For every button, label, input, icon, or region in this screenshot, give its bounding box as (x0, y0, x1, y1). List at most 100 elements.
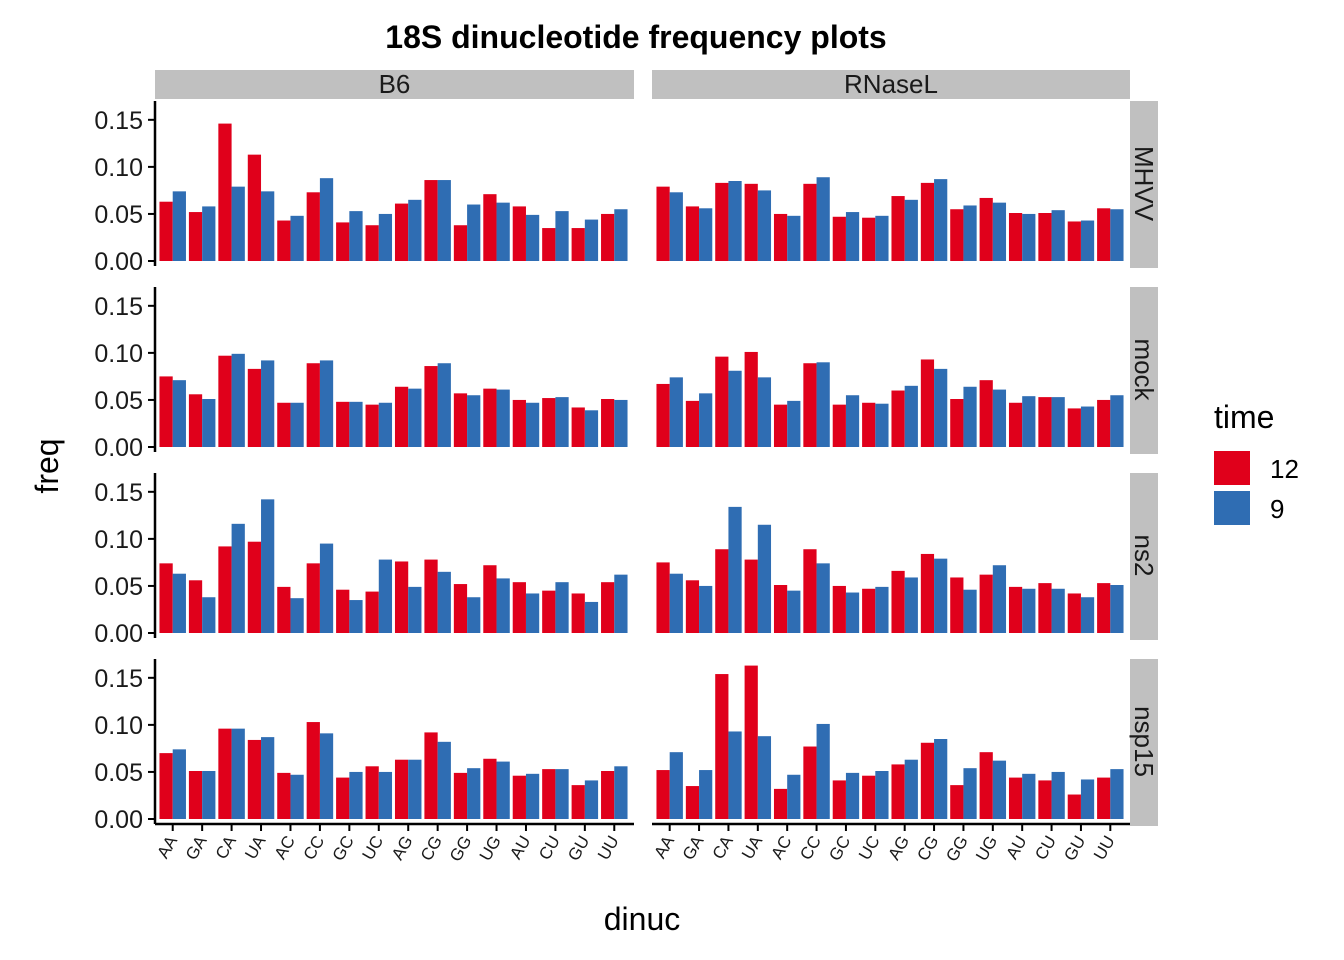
y-tick-label: 0.10 (94, 340, 143, 368)
bar-9-au (525, 214, 540, 261)
bar-9-uu (1110, 585, 1124, 633)
facet-strip-nsp15 (1130, 659, 1158, 826)
bar-12-aa (159, 376, 173, 447)
bar-9-gu (584, 780, 599, 819)
bar-12-ac (773, 585, 788, 633)
bar-9-aa (172, 380, 186, 447)
bar-9-cu (1051, 588, 1065, 633)
bar-9-ag (408, 199, 422, 261)
bar-9-ug (992, 389, 1007, 447)
bar-9-au (1022, 213, 1036, 261)
bar-9-cg (437, 741, 451, 819)
legend: time 12 9 (1214, 399, 1299, 525)
bar-9-cc (319, 733, 334, 819)
bar-9-uc (378, 771, 393, 819)
bar-9-gu (1080, 779, 1095, 819)
panel-rnasel-mock (656, 351, 1124, 447)
bar-9-ac (290, 215, 304, 261)
bar-9-ca (231, 523, 245, 633)
bar-12-ag (891, 196, 905, 261)
bar-12-au (1008, 402, 1023, 447)
bar-12-cu (542, 590, 556, 633)
bar-12-gg (453, 584, 468, 633)
bar-12-cg (920, 182, 935, 261)
y-tick-label: 0.05 (94, 573, 143, 601)
bar-12-ca (715, 182, 729, 261)
bar-12-ug (979, 380, 993, 447)
y-tick-label: 0.15 (94, 107, 143, 135)
bar-12-gc (336, 589, 350, 633)
bar-12-au (512, 399, 526, 447)
bar-9-au (525, 402, 540, 447)
bar-12-gg (950, 577, 964, 633)
panel-rnasel-ns2 (656, 506, 1124, 633)
bar-9-au (525, 593, 540, 633)
bar-12-aa (656, 186, 670, 261)
bar-12-cg (424, 559, 438, 633)
bar-12-au (1008, 213, 1023, 261)
bar-9-ag (408, 388, 422, 447)
bar-9-uc (378, 559, 393, 633)
bar-9-ua (757, 377, 772, 447)
bar-9-gu (1080, 220, 1095, 261)
y-tick-label: 0.00 (94, 434, 143, 462)
bar-12-ga (685, 786, 700, 819)
bar-12-uc (862, 775, 876, 819)
bar-9-gg (467, 395, 481, 447)
bar-9-uu (614, 766, 628, 819)
bar-12-cg (920, 359, 935, 447)
bar-9-uu (614, 209, 628, 261)
bar-12-ac (277, 586, 291, 633)
bar-12-gu (1067, 221, 1081, 261)
bar-12-ug (483, 194, 497, 261)
bar-9-uu (614, 574, 628, 633)
bar-12-ua (247, 541, 262, 633)
bar-12-aa (656, 770, 670, 819)
bar-12-uu (601, 213, 615, 261)
bar-9-uc (875, 771, 889, 819)
bar-12-aa (159, 201, 173, 261)
bar-12-gg (453, 772, 468, 819)
bar-9-ug (496, 761, 510, 819)
bar-12-ga (188, 212, 203, 261)
bar-12-ug (483, 758, 497, 819)
bar-12-cc (306, 192, 320, 261)
bar-12-gu (1067, 593, 1081, 633)
bar-12-gu (571, 407, 585, 447)
bar-12-gu (571, 228, 585, 261)
bar-12-cu (1038, 583, 1052, 633)
bar-9-ua (757, 736, 772, 819)
bar-9-ac (787, 215, 801, 261)
bar-12-ga (188, 580, 203, 633)
bar-12-uc (365, 404, 379, 447)
facet-strip-b6 (155, 70, 634, 99)
bar-9-ug (496, 389, 510, 447)
bar-12-ug (979, 197, 993, 261)
bar-12-cc (306, 363, 320, 447)
bar-9-gg (963, 589, 977, 633)
bar-9-ac (290, 402, 304, 447)
bar-9-cg (437, 363, 451, 447)
bar-9-aa (669, 377, 683, 447)
bar-9-ca (728, 181, 742, 261)
bar-12-ga (685, 580, 700, 633)
bar-12-uu (601, 771, 615, 819)
bar-12-gg (950, 399, 964, 447)
bar-9-ua (757, 524, 772, 633)
bar-9-cc (816, 362, 830, 447)
bar-9-aa (172, 573, 186, 633)
bar-9-uu (1110, 395, 1124, 447)
bar-9-ac (290, 774, 304, 819)
bar-12-uu (601, 399, 615, 447)
facet-strip-label-nsp15: nsp15 (1129, 706, 1159, 777)
bar-9-ac (290, 598, 304, 633)
bar-9-cg (934, 558, 948, 633)
bar-12-au (1008, 586, 1023, 633)
bar-12-gu (571, 785, 585, 819)
bar-9-ga (202, 399, 216, 447)
y-tick-label: 0.15 (94, 665, 143, 693)
bar-9-cu (555, 582, 569, 633)
bar-9-gg (963, 386, 977, 447)
bar-12-gg (950, 209, 964, 261)
